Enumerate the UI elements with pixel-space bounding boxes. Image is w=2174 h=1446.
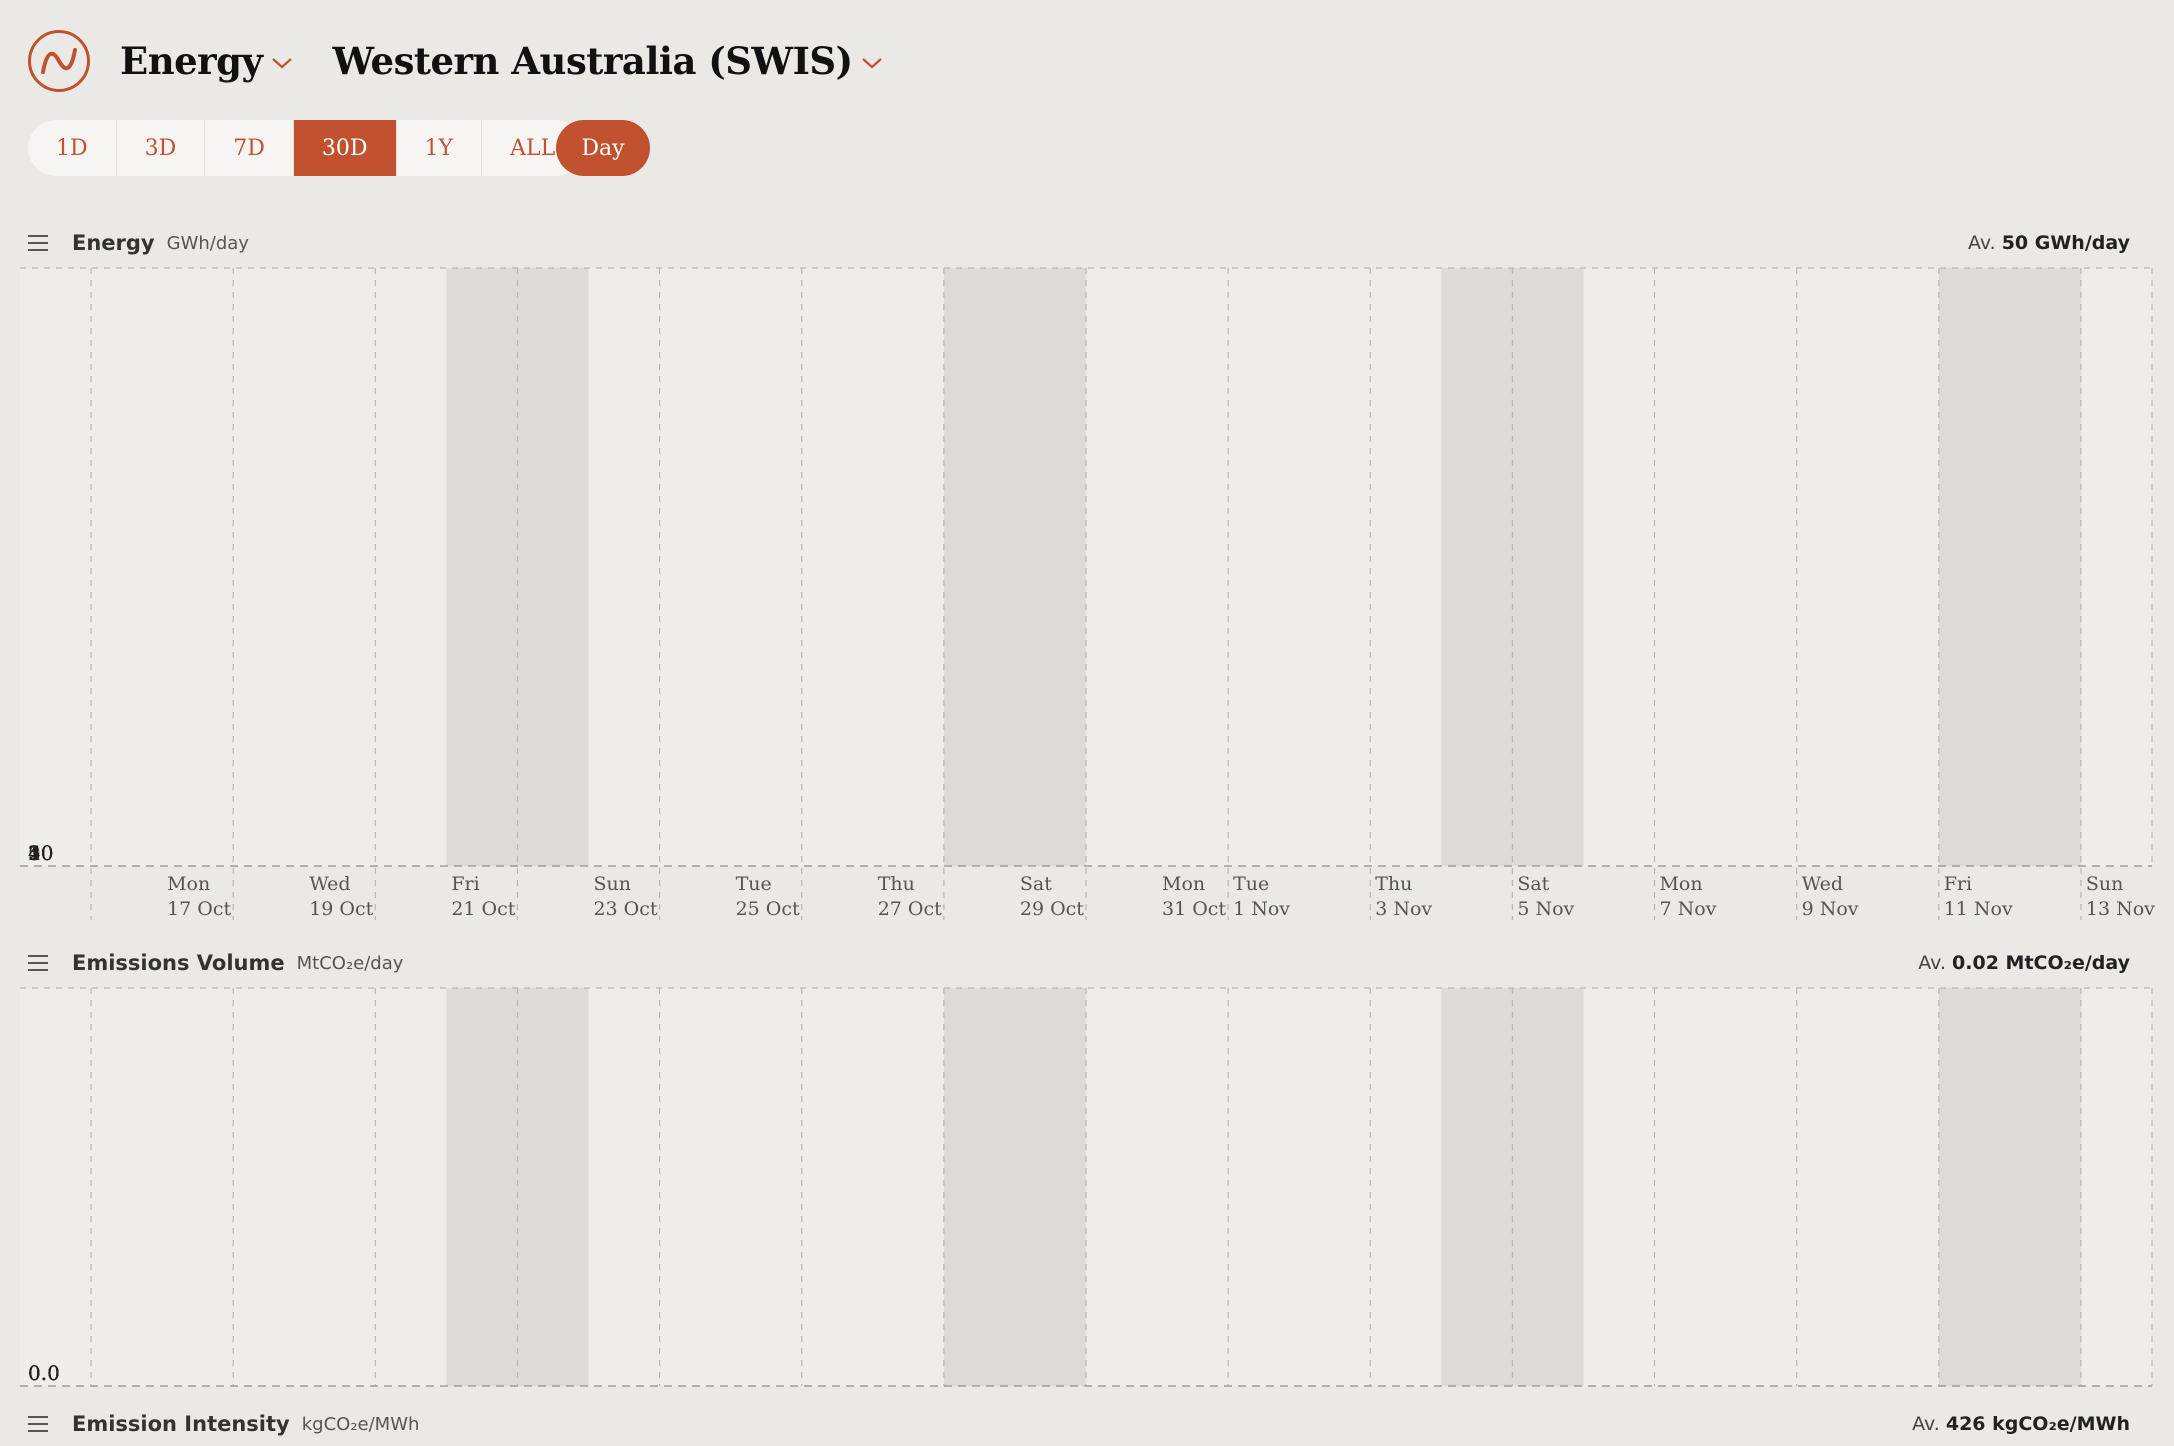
energy-weekend-band <box>1014 268 1086 866</box>
intensity-panel-unit: kgCO₂e/MWh <box>301 1413 420 1435</box>
range-30d-button[interactable]: 30D <box>293 120 397 176</box>
energy-xtick-date: 23 Oct <box>593 898 657 920</box>
emissions-average: Av. 0.02 MtCO₂e/day <box>1918 952 2130 974</box>
app-logo[interactable] <box>28 30 90 92</box>
metric-selector[interactable]: Energy <box>120 39 293 83</box>
energy-weekend-band <box>446 268 518 866</box>
emissions-ytick-label: 0.0 <box>28 1361 60 1385</box>
energy-xtick-date: 7 Nov <box>1659 898 1716 920</box>
energy-weekend-band <box>2009 268 2081 866</box>
energy-xtick-date: 29 Oct <box>1020 898 1084 920</box>
emissions-ytick-label: 0.0 <box>28 1361 60 1385</box>
emissions-ytick-label: 0.0 <box>28 1361 60 1385</box>
energy-average: Av. 50 GWh/day <box>1968 232 2130 254</box>
intensity-average: Av. 426 kgCO₂e/MWh <box>1912 1413 2130 1435</box>
energy-panel-title: Energy <box>72 231 155 255</box>
energy-ytick-label: 40 <box>28 841 53 865</box>
avg-label: Av. <box>1967 232 1996 254</box>
energy-xtick-date: 3 Nov <box>1375 898 1432 920</box>
energy-xtick-day: Tue <box>736 873 772 895</box>
emissions-ytick-label: 0.0 <box>28 1361 60 1385</box>
energy-xtick-day: Sat <box>1020 873 1052 895</box>
avg-label: Av. <box>1918 952 1946 974</box>
emissions-weekend-band <box>446 988 518 1386</box>
intensity-panel-header: Emission Intensity kgCO₂e/MWh Av. 426 kg… <box>28 1409 2146 1439</box>
menu-icon[interactable] <box>28 1416 48 1432</box>
range-selector: 1D 3D 7D 30D 1Y ALL <box>28 120 584 176</box>
energy-ytick-label: 50 <box>28 841 53 865</box>
energy-weekend-band <box>943 268 1015 866</box>
emissions-ytick-label: 0.0 <box>28 1361 60 1385</box>
energy-xtick-day: Fri <box>451 873 479 895</box>
range-7d-button[interactable]: 7D <box>205 120 294 176</box>
energy-xtick-date: 13 Nov <box>2086 898 2155 920</box>
energy-xtick-day: Mon <box>1162 873 1205 895</box>
energy-xtick-day: Thu <box>878 873 915 895</box>
range-1d-button[interactable]: 1D <box>28 120 117 176</box>
avg-value: 426 kgCO₂e/MWh <box>1945 1413 2130 1435</box>
energy-xtick-day: Wed <box>309 873 350 895</box>
range-all-button[interactable]: ALL <box>510 135 556 161</box>
energy-weekend-band <box>1938 268 2010 866</box>
region-selector[interactable]: Western Australia (SWIS) <box>333 39 883 83</box>
region-title: Western Australia (SWIS) <box>332 39 854 83</box>
energy-xtick-day: Wed <box>1802 873 1843 895</box>
emissions-panel-title: Emissions Volume <box>72 951 285 975</box>
emissions-weekend-band <box>517 988 589 1386</box>
emissions-ytick-label: 0.0 <box>28 1361 60 1385</box>
metric-title: Energy <box>120 39 263 83</box>
energy-weekend-band <box>517 268 589 866</box>
energy-xtick-day: Sat <box>1517 873 1549 895</box>
energy-xtick-day: Fri <box>1944 873 1972 895</box>
energy-xtick-date: 21 Oct <box>451 898 515 920</box>
energy-xtick-day: Tue <box>1233 873 1269 895</box>
avg-value: 50 GWh/day <box>2001 232 2130 254</box>
energy-xtick-day: Thu <box>1375 873 1412 895</box>
range-3d-button[interactable]: 3D <box>117 120 206 176</box>
energy-xtick-date: 5 Nov <box>1517 898 1574 920</box>
energy-xtick-date: 19 Oct <box>309 898 373 920</box>
menu-icon[interactable] <box>28 955 48 971</box>
energy-xtick-date: 9 Nov <box>1802 898 1859 920</box>
energy-ytick-label: 0 <box>28 841 41 865</box>
header: Energy Western Australia (SWIS) <box>28 26 883 96</box>
range-1y-button[interactable]: 1Y <box>397 120 483 176</box>
menu-icon[interactable] <box>28 235 48 251</box>
emissions-weekend-band <box>943 988 1015 1386</box>
energy-xtick-day: Mon <box>1659 873 1702 895</box>
energy-xtick-date: 11 Nov <box>1944 898 2013 920</box>
intensity-panel-title: Emission Intensity <box>72 1412 290 1436</box>
energy-weekend-band <box>1441 268 1513 866</box>
energy-panel-header: Energy GWh/day Av. 50 GWh/day <box>28 228 2146 258</box>
emissions-weekend-band <box>1938 988 2010 1386</box>
interval-day-button[interactable]: Day <box>556 120 650 176</box>
logo-wave-icon <box>41 48 77 74</box>
energy-xtick-day: Sun <box>593 873 631 895</box>
energy-xtick-date: 17 Oct <box>167 898 231 920</box>
energy-xtick-day: Mon <box>167 873 210 895</box>
energy-xtick-date: 31 Oct <box>1162 898 1226 920</box>
energy-xtick-day: Sun <box>2086 873 2124 895</box>
emissions-weekend-band <box>1441 988 1513 1386</box>
emissions-weekend-band <box>2009 988 2081 1386</box>
energy-ytick-label: 10 <box>28 841 53 865</box>
emissions-weekend-band <box>1512 988 1584 1386</box>
energy-xtick-date: 1 Nov <box>1233 898 1290 920</box>
energy-xtick-date: 25 Oct <box>736 898 800 920</box>
emissions-weekend-band <box>1014 988 1086 1386</box>
energy-ytick-label: 30 <box>28 841 53 865</box>
energy-ytick-label: 20 <box>28 841 53 865</box>
energy-weekend-band <box>1512 268 1584 866</box>
emissions-panel-unit: MtCO₂e/day <box>296 952 404 974</box>
energy-xtick-date: 27 Oct <box>878 898 942 920</box>
avg-label: Av. <box>1912 1413 1940 1435</box>
chevron-down-icon <box>271 58 292 69</box>
emissions-panel-header: Emissions Volume MtCO₂e/day Av. 0.02 MtC… <box>28 948 2146 978</box>
energy-panel-unit: GWh/day <box>166 232 249 254</box>
avg-value: 0.02 MtCO₂e/day <box>1952 952 2130 974</box>
chevron-down-icon <box>861 58 882 69</box>
